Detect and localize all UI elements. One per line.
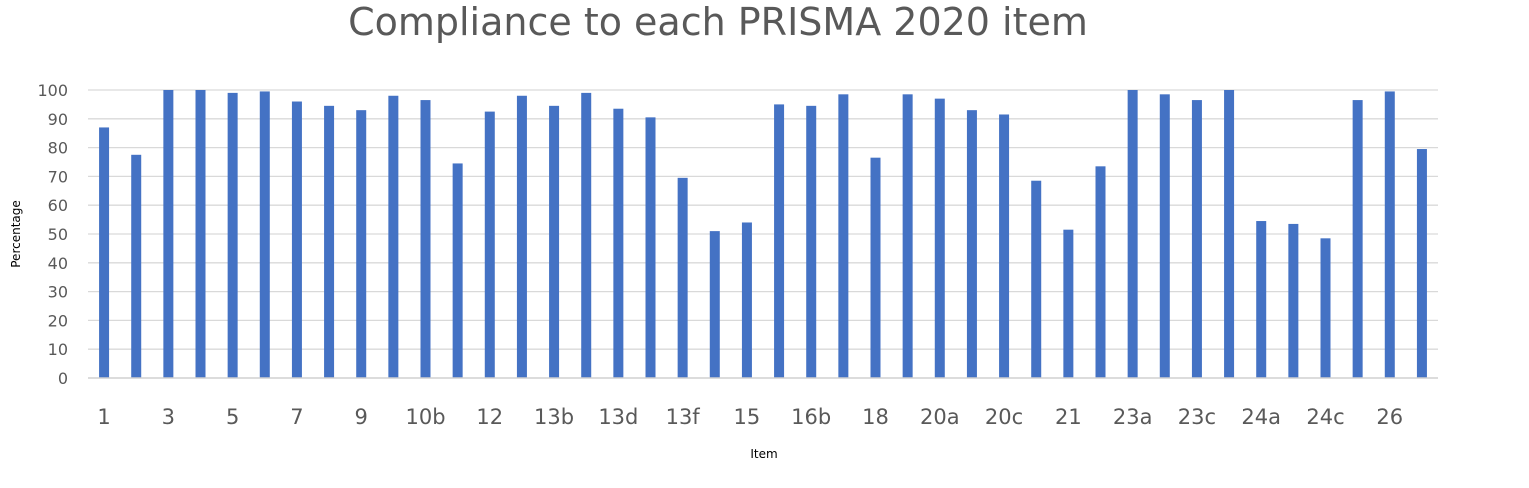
bar-item-17 [838, 94, 849, 378]
bar-item-27 [1416, 149, 1427, 378]
bar-item-15 [741, 222, 752, 378]
bar-item-13e [645, 117, 656, 379]
y-axis-label: Percentage [9, 200, 23, 268]
y-tick-label: 80 [48, 139, 68, 158]
bar-item-2 [131, 154, 142, 378]
x-tick-label: 9 [355, 405, 368, 429]
bar-item-7 [291, 101, 302, 379]
x-tick-label: 23a [1113, 405, 1153, 429]
x-tick-label: 23c [1178, 405, 1216, 429]
y-tick-label: 50 [48, 225, 68, 244]
bar-item-9 [356, 110, 367, 378]
x-tick-label: 5 [226, 405, 239, 429]
bar-item-14 [709, 231, 720, 378]
bar-item-24c [1320, 238, 1331, 378]
bar-item-20b [966, 110, 977, 378]
bar-item-24b [1288, 223, 1299, 378]
bar-item-20c [999, 114, 1010, 378]
x-tick-label: 21 [1055, 405, 1082, 429]
bar-item-8 [324, 105, 335, 378]
chart-title: Compliance to each PRISMA 2020 item [348, 0, 1088, 44]
bar-item-4 [195, 90, 206, 378]
bar-item-21 [1063, 229, 1074, 378]
bar-item-23c [1191, 100, 1202, 378]
y-tick-label: 30 [48, 283, 68, 302]
bar-item-13d [613, 108, 624, 378]
bar-item-1 [99, 127, 110, 378]
x-tick-label: 13d [598, 405, 638, 429]
bar-item-16a [774, 104, 785, 379]
bar-item-5 [227, 92, 238, 378]
bar-item-13a [516, 95, 527, 378]
bar-item-11 [452, 163, 463, 378]
bar-item-13c [581, 92, 592, 378]
y-tick-label: 10 [48, 340, 68, 359]
y-tick-label: 0 [58, 369, 68, 388]
x-tick-label: 18 [862, 405, 889, 429]
x-tick-label: 20a [920, 405, 960, 429]
bar-item-10b [420, 100, 431, 378]
x-axis-label: Item [750, 447, 777, 461]
x-tick-label: 7 [290, 405, 303, 429]
x-tick-label: 15 [734, 405, 761, 429]
y-tick-label: 20 [48, 311, 68, 330]
x-tick-label: 20c [985, 405, 1023, 429]
bar-item-16b [806, 105, 817, 378]
bar-item-18 [870, 157, 881, 378]
bar-item-20d [1031, 180, 1042, 378]
bar-item-12 [484, 111, 495, 378]
bar-item-3 [163, 90, 174, 378]
y-tick-label: 100 [37, 81, 68, 100]
bar-item-23a [1127, 90, 1138, 378]
x-tick-label: 10b [405, 405, 445, 429]
y-tick-label: 40 [48, 254, 68, 273]
x-tick-label: 12 [476, 405, 503, 429]
bar-item-20a [934, 98, 945, 378]
x-tick-label: 13b [534, 405, 574, 429]
gridlines [88, 89, 1438, 350]
bar-item-13f [677, 177, 688, 378]
y-tick-label: 70 [48, 167, 68, 186]
y-tick-label: 60 [48, 196, 68, 215]
x-tick-label: 24a [1241, 405, 1281, 429]
bar-item-25 [1352, 100, 1363, 378]
x-tick-label: 13f [666, 405, 701, 429]
x-tick-label: 16b [791, 405, 831, 429]
bar-item-22 [1095, 166, 1106, 378]
x-tick-label: 1 [97, 405, 110, 429]
bar-item-24a [1256, 221, 1267, 378]
bar-item-19 [902, 94, 913, 378]
x-tick-label: 26 [1376, 405, 1403, 429]
bar-item-26 [1384, 91, 1395, 378]
x-axis-ticks: 1 3 5 7 9 10b 12 13b 13d 13f 15 16b 18 20a 20c 21 23a 23c… [97, 405, 1403, 429]
bar-item-13b [549, 105, 560, 378]
x-tick-label: 3 [162, 405, 175, 429]
bar-item-10a [388, 95, 399, 378]
x-tick-label: 24c [1306, 405, 1344, 429]
bars [99, 90, 1427, 379]
bar-item-23d [1224, 90, 1235, 378]
y-tick-label: 90 [48, 110, 68, 129]
y-axis-ticks: 0 10 20 30 40 50 60 70 80 90 100 [37, 81, 68, 388]
bar-item-6 [259, 91, 270, 378]
bar-item-23b [1159, 94, 1170, 378]
